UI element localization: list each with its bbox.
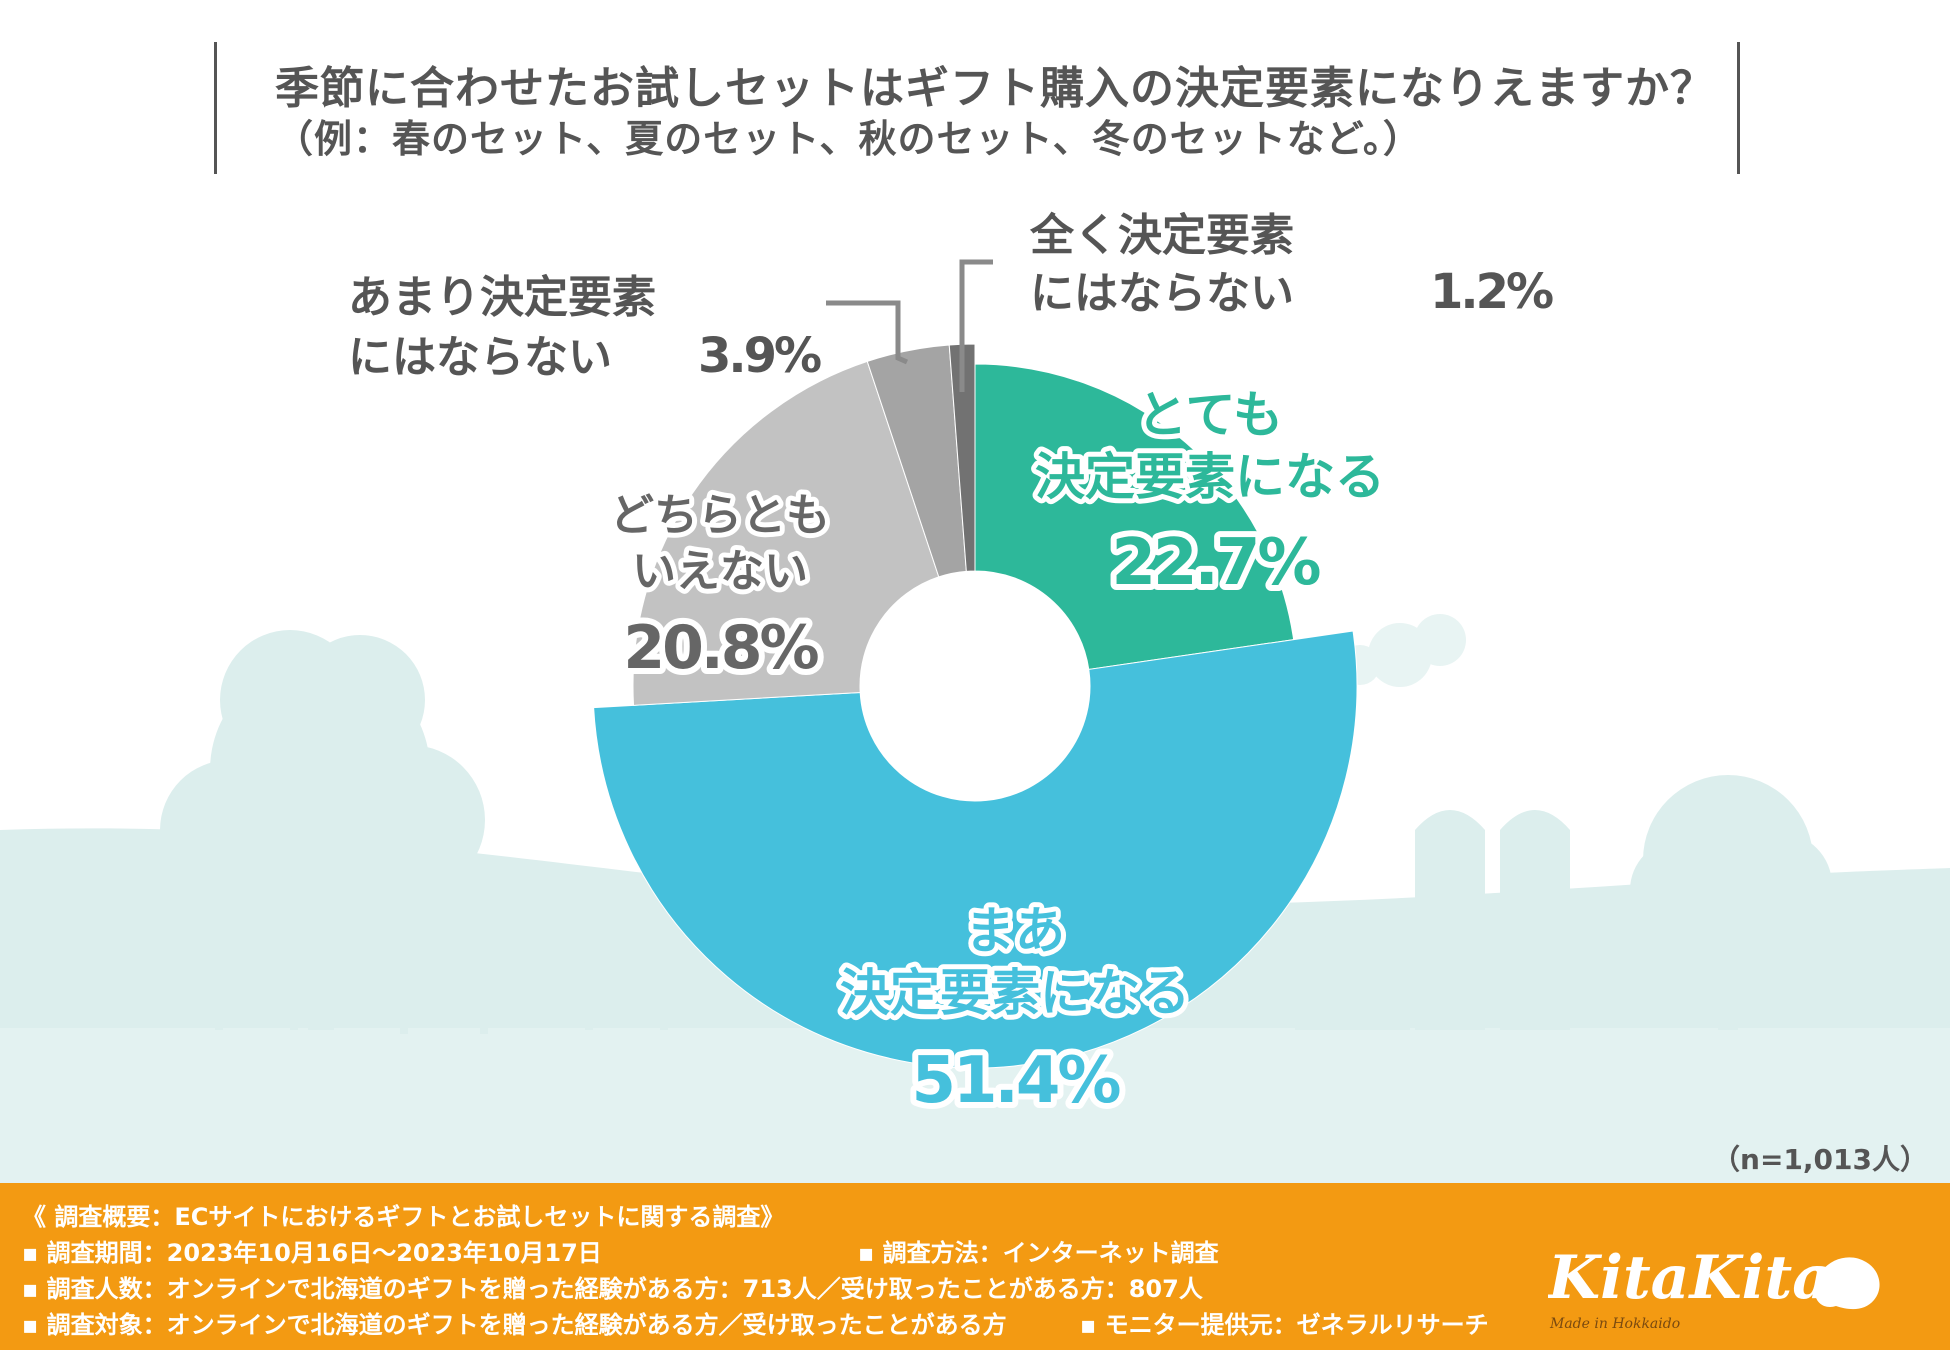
donut-slice-5 (948, 343, 976, 572)
slice-label-1-line-1: とても (1137, 386, 1283, 444)
slice-label-5-line-2: にはならない (1030, 268, 1294, 319)
slice-label-5-line-1: 全く決定要素 (1029, 210, 1294, 261)
slice-label-4-line-1: あまり決定要素 (348, 272, 656, 323)
donut-slice-1 (974, 363, 1295, 671)
cow-icon (566, 962, 675, 1030)
donut-slice-3 (632, 360, 940, 706)
cow-icon (210, 960, 320, 1030)
slice-label-3-line-1: どちらとも (610, 490, 830, 541)
footer-respondents: ▪ 調査人数：オンラインで北海道のギフトを贈った経験がある方：713人／受け取っ… (22, 1275, 1203, 1303)
title-box: 季節に合わせたお試しセットはギフト購入の決定要素になりえますか？ （例：春のセッ… (214, 42, 1740, 174)
leader-line-not-much (826, 300, 909, 365)
footer-target: ▪ 調査対象：オンラインで北海道のギフトを贈った経験がある方／受け取ったことがあ… (22, 1311, 1007, 1339)
slice-label-4-line-2: にはならない (348, 332, 612, 383)
title-line-2: （例：春のセット、夏のセット、秋のセット、冬のセットなど。） (275, 117, 1422, 161)
footer-provider: ▪ モニター提供元：ゼネラルリサーチ (1080, 1311, 1489, 1339)
slice-label-2-line-2: 決定要素になる (840, 964, 1190, 1022)
slice-value-2: 51.4% (911, 1044, 1120, 1118)
fence-icon (1220, 1008, 1690, 1028)
footer-bar: 《 調査概要：ECサイトにおけるギフトとお試しセットに関する調査》 ▪ 調査期間… (0, 1183, 1950, 1350)
donut-slice-2 (593, 630, 1358, 1069)
tree-left-icon (160, 630, 485, 1030)
kitakita-logo: KitaKita Made in Hokkaido (1548, 1243, 1880, 1332)
slice-value-4: 3.9% (698, 328, 821, 384)
tree-right-icon (1630, 775, 1832, 1030)
logo-tagline: Made in Hokkaido (1549, 1316, 1680, 1332)
footer-summary: 《 調査概要：ECサイトにおけるギフトとお試しセットに関する調査》 (22, 1203, 785, 1231)
slice-value-5: 1.2% (1430, 264, 1553, 320)
leader-line-not-at-all (959, 259, 993, 392)
slice-label-3-line-2: いえない (632, 546, 808, 597)
cow-icon (388, 975, 495, 1034)
hokkaido-icon (1814, 1257, 1880, 1310)
slice-value-1: 22.7% (1111, 526, 1320, 600)
footer-method: ▪ 調査方法：インターネット調査 (858, 1239, 1219, 1267)
slice-label-1-line-2: 決定要素になる (1035, 448, 1385, 506)
silo-icon (1415, 810, 1570, 1030)
logo-wordmark: KitaKita (1548, 1243, 1831, 1313)
slice-label-2-line-1: まあ (965, 902, 1065, 960)
sample-size-label: （n=1,013人） (1712, 1143, 1928, 1176)
slice-value-3: 20.8% (623, 613, 818, 683)
title-line-1: 季節に合わせたお試しセットはギフト購入の決定要素になりえますか？ (275, 63, 1715, 114)
barn-icon (1295, 905, 1410, 1030)
footer-period: ▪ 調査期間：2023年10月16日～2023年10月17日 (22, 1239, 602, 1267)
